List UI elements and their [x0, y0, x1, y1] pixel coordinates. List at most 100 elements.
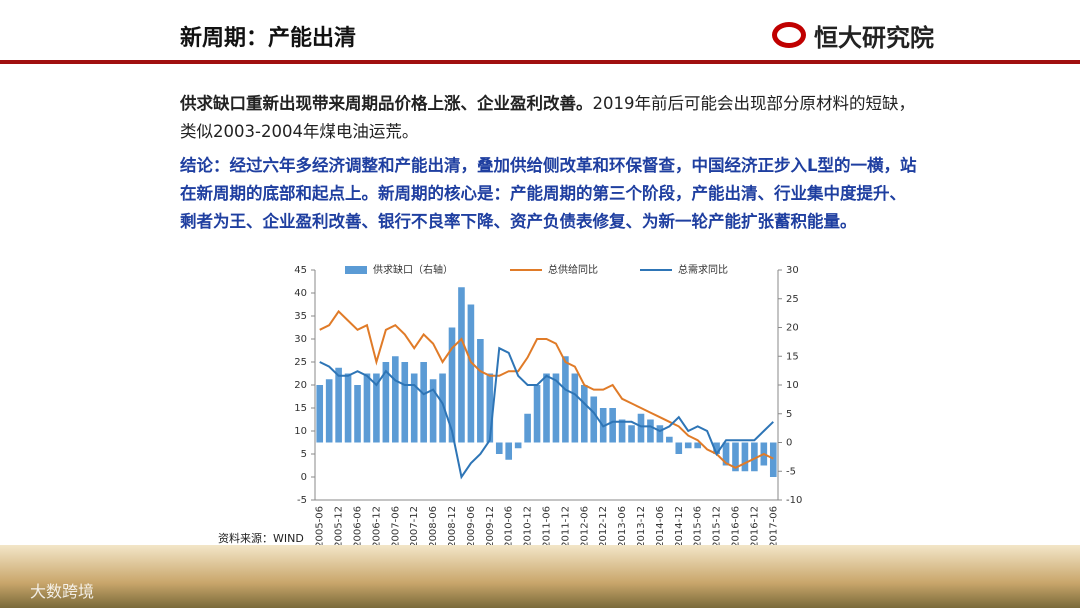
intro-lead: 供求缺口重新出现带来周期品价格上涨、企业盈利改善。 — [180, 94, 593, 113]
x-tick-label: 2016-12 — [749, 506, 760, 545]
bar — [694, 442, 701, 449]
x-tick-label: 2007-06 — [390, 506, 401, 545]
bar — [637, 413, 645, 443]
bar — [562, 356, 569, 443]
x-tick-label: 2007-12 — [409, 506, 420, 545]
x-tick-label: 2015-06 — [693, 506, 704, 545]
legend-swatch — [345, 266, 367, 274]
bar — [410, 373, 418, 443]
y2-tick-label: 10 — [786, 380, 799, 391]
bar — [429, 379, 437, 443]
x-tick-label: 2017-06 — [768, 506, 779, 545]
bar — [628, 425, 635, 443]
chart: -5 0 5 10 15 20 25 30 35 40 45 -10 -5 0 5 10 15 20 25 30 200… — [294, 263, 802, 545]
bar — [656, 425, 664, 443]
legend-label: 供求缺口（右轴） — [373, 263, 453, 276]
y2-tick-label: 25 — [786, 294, 799, 305]
y2-tick-label: 20 — [786, 323, 799, 334]
x-tick-label: 2012-06 — [579, 506, 590, 545]
x-tick-label: 2009-06 — [466, 506, 477, 545]
x-tick-label: 2005-12 — [334, 506, 345, 545]
bar — [467, 304, 475, 443]
x-tick-label: 2014-06 — [655, 506, 666, 545]
bar — [684, 442, 692, 449]
x-tick-label: 2013-06 — [617, 506, 628, 545]
y-tick-label: 15 — [294, 403, 307, 414]
y2-tick-label: 15 — [786, 351, 799, 362]
bar — [495, 442, 503, 454]
bar — [524, 413, 531, 443]
x-tick-label: 2010-06 — [504, 506, 515, 545]
y-tick-label: 30 — [294, 334, 307, 345]
source: 资料来源：WIND — [218, 532, 304, 545]
bar — [722, 442, 730, 466]
bar — [713, 442, 720, 454]
bar — [458, 287, 465, 443]
y-tick-label: 25 — [294, 357, 307, 368]
bar — [609, 408, 616, 443]
bar — [618, 419, 626, 443]
bar — [354, 385, 361, 443]
header-rule — [0, 60, 1080, 64]
footer-image — [0, 545, 1080, 608]
bar — [675, 442, 683, 454]
logo-text: 恒大研究院 — [814, 24, 934, 52]
bar — [373, 373, 380, 443]
bar — [420, 362, 427, 443]
watermark: 大数跨境 — [30, 582, 95, 601]
x-tick-label: 2008-12 — [447, 506, 458, 545]
x-tick-label: 2016-06 — [730, 506, 741, 545]
y2-tick-label: -5 — [786, 466, 796, 477]
bar — [344, 373, 352, 443]
bar — [392, 356, 399, 443]
bar — [580, 385, 588, 443]
bar — [552, 373, 560, 443]
legend-label: 总供给同比 — [548, 263, 598, 276]
x-tick-label: 2009-12 — [485, 506, 496, 545]
x-tick-label: 2013-12 — [636, 506, 647, 545]
bar — [363, 373, 371, 443]
y-tick-label: 20 — [294, 380, 307, 391]
line — [319, 346, 774, 480]
y-tick-label: 40 — [294, 288, 307, 299]
bar — [505, 442, 513, 460]
x-tick-label: 2014-12 — [674, 506, 685, 545]
bar — [732, 442, 739, 472]
x-tick-label: 2006-12 — [371, 506, 382, 545]
x-tick-label: 2015-12 — [712, 506, 723, 545]
x-tick-label: 2011-06 — [542, 506, 553, 545]
y-tick-label: 0 — [301, 472, 307, 483]
bar — [514, 442, 522, 449]
y2-tick-label: 5 — [786, 409, 792, 420]
y2-tick-label: -10 — [786, 495, 802, 506]
slide-title: 新周期：产能出清 — [180, 26, 357, 51]
x-tick-label: 2006-06 — [353, 506, 364, 545]
bar — [316, 385, 324, 443]
conclusion: 结论：经过六年多经济调整和产能出清，叠加供给侧改革和环保督查，中国经济正步入L型… — [180, 156, 917, 231]
bar — [543, 373, 550, 443]
y-tick-label: 35 — [294, 311, 307, 322]
bar — [439, 373, 446, 443]
bar — [335, 367, 342, 443]
y-tick-label: 45 — [294, 265, 307, 276]
y2-tick-label: 30 — [786, 265, 799, 276]
bar — [401, 362, 409, 443]
line — [319, 309, 774, 469]
bar — [769, 442, 777, 477]
x-tick-label: 2012-12 — [598, 506, 609, 545]
bar — [751, 442, 758, 472]
x-tick-label: 2010-12 — [523, 506, 534, 545]
y2-tick-label: 0 — [786, 438, 792, 449]
bar — [533, 385, 541, 443]
x-tick-label: 2005-06 — [315, 506, 326, 545]
bar — [571, 373, 579, 443]
bar — [382, 362, 390, 443]
y-tick-label: -5 — [297, 495, 307, 506]
intro: 供求缺口重新出现带来周期品价格上涨、企业盈利改善。2019年前后可能会出现部分原… — [180, 90, 920, 146]
intro-text: 2019年前后可能会出现部分原材料的短缺，类似2003-2004年煤电油运荒。 — [180, 94, 915, 141]
logo-icon — [772, 22, 806, 48]
bar — [325, 379, 333, 443]
bar — [486, 373, 494, 443]
bar — [647, 419, 654, 443]
legend-label: 总需求同比 — [678, 263, 728, 276]
